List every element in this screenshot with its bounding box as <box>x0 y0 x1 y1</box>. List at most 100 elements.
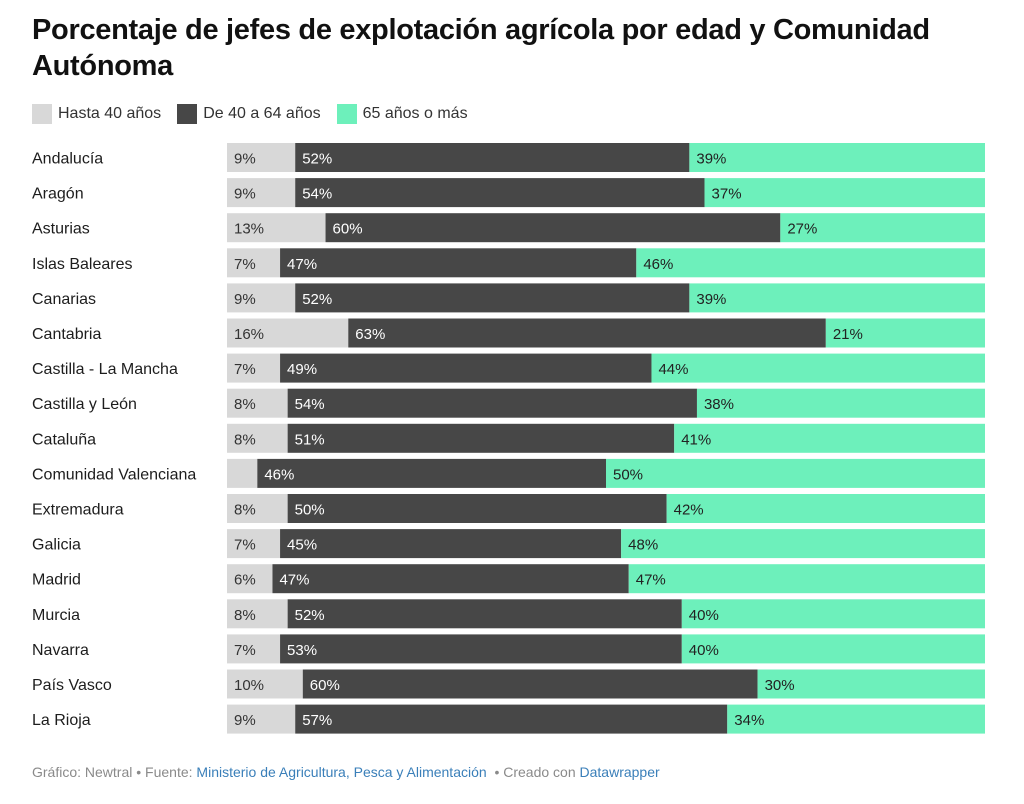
data-label-hasta-40-asturias: 13% <box>234 221 264 238</box>
data-label-hasta-40-castilla-y-leon: 8% <box>234 396 256 413</box>
data-label-hasta-40-pais-vasco: 10% <box>234 677 264 694</box>
data-label-hasta-40-andalucia: 9% <box>234 151 256 168</box>
row-label-la-rioja: La Rioja <box>32 712 91 729</box>
bar-hasta-40-asturias <box>227 213 326 243</box>
bar-hasta-40-extremadura <box>227 494 288 523</box>
bar-de-40-a-64-madrid <box>272 564 629 594</box>
bar-de-40-a-64-castilla-la-mancha <box>280 353 652 383</box>
bar-de-40-a-64-comunidad-valenciana <box>257 458 606 488</box>
bar-hasta-40-la-rioja <box>227 704 296 734</box>
bar-hasta-40-islas-baleares <box>227 248 281 278</box>
data-label-hasta-40-islas-baleares: 7% <box>234 256 256 273</box>
legend-item-de-40-a-64: De 40 a 64 años <box>177 104 321 124</box>
data-label-de-40-a-64-andalucia: 52% <box>302 151 332 168</box>
stacked-bar-chart: Andalucía 9% 52% 39% Aragón 9% 54% 37% Asturias 1… <box>32 143 985 734</box>
bar-65-o-mas-madrid <box>628 564 985 594</box>
row-label-castilla-y-leon: Castilla y León <box>32 396 137 413</box>
bar-hasta-40-murcia <box>227 599 288 629</box>
legend-swatch-hasta-40 <box>32 104 52 124</box>
bar-hasta-40-aragon <box>227 178 296 208</box>
bar-de-40-a-64-andalucia <box>295 143 690 172</box>
data-label-65-o-mas-aragon: 37% <box>712 186 742 203</box>
data-label-65-o-mas-la-rioja: 34% <box>734 712 764 729</box>
row-label-andalucia: Andalucía <box>32 151 103 168</box>
bar-65-o-mas-murcia <box>681 599 985 629</box>
data-label-de-40-a-64-islas-baleares: 47% <box>287 256 317 273</box>
data-label-hasta-40-madrid: 6% <box>234 572 256 589</box>
legend-label-de-40-a-64: De 40 a 64 años <box>203 105 321 122</box>
bar-hasta-40-canarias <box>227 283 296 313</box>
bar-65-o-mas-asturias <box>780 213 985 243</box>
data-label-65-o-mas-castilla-la-mancha: 44% <box>658 361 688 378</box>
chart-footer: Gráfico: Newtral • Fuente: Ministerio de… <box>32 764 660 780</box>
bar-65-o-mas-extremadura <box>666 494 985 523</box>
data-label-de-40-a-64-la-rioja: 57% <box>302 712 332 729</box>
chart-title: Porcentaje de jefes de explotación agríc… <box>32 14 930 82</box>
data-label-hasta-40-murcia: 8% <box>234 607 256 624</box>
data-label-de-40-a-64-navarra: 53% <box>287 642 317 659</box>
data-label-hasta-40-extremadura: 8% <box>234 502 256 519</box>
data-label-65-o-mas-asturias: 27% <box>787 221 817 238</box>
row-label-comunidad-valenciana: Comunidad Valenciana <box>32 466 196 483</box>
bar-de-40-a-64-la-rioja <box>295 704 728 734</box>
row-label-asturias: Asturias <box>32 221 90 238</box>
bar-65-o-mas-navarra <box>681 634 985 664</box>
footer-source-link[interactable]: Ministerio de Agricultura, Pesca y Alime… <box>196 764 487 780</box>
data-label-65-o-mas-cataluna: 41% <box>681 431 711 448</box>
bar-hasta-40-comunidad-valenciana <box>227 458 258 488</box>
row-label-cataluna: Cataluña <box>32 431 96 448</box>
bar-de-40-a-64-murcia <box>287 599 682 629</box>
bar-de-40-a-64-islas-baleares <box>280 248 637 278</box>
bar-de-40-a-64-aragon <box>295 178 705 208</box>
row-label-islas-baleares: Islas Baleares <box>32 256 133 273</box>
chart-legend: Hasta 40 años De 40 a 64 años 65 años o … <box>32 103 484 125</box>
legend-item-hasta-40: Hasta 40 años <box>32 104 161 124</box>
data-label-de-40-a-64-galicia: 45% <box>287 537 317 554</box>
data-label-hasta-40-cantabria: 16% <box>234 326 264 343</box>
data-label-hasta-40-cataluna: 8% <box>234 431 256 448</box>
legend-item-65-o-mas: 65 años o más <box>336 104 468 124</box>
data-label-de-40-a-64-asturias: 60% <box>333 221 363 238</box>
data-label-65-o-mas-andalucia: 39% <box>696 151 726 168</box>
data-label-65-o-mas-pais-vasco: 30% <box>765 677 795 694</box>
data-label-65-o-mas-canarias: 39% <box>696 291 726 308</box>
bar-65-o-mas-aragon <box>704 178 985 208</box>
data-label-65-o-mas-galicia: 48% <box>628 537 658 554</box>
legend-swatch-de-40-a-64 <box>177 104 198 124</box>
bar-hasta-40-cataluna <box>227 423 288 453</box>
data-label-de-40-a-64-extremadura: 50% <box>295 502 325 519</box>
bar-65-o-mas-comunidad-valenciana <box>606 458 985 488</box>
bar-hasta-40-andalucia <box>227 143 296 172</box>
bar-hasta-40-castilla-la-mancha <box>227 353 281 383</box>
bar-de-40-a-64-cantabria <box>348 318 826 348</box>
bar-de-40-a-64-pais-vasco <box>302 669 758 699</box>
data-label-65-o-mas-castilla-y-leon: 38% <box>704 396 734 413</box>
data-label-de-40-a-64-cataluna: 51% <box>295 431 325 448</box>
data-label-65-o-mas-navarra: 40% <box>689 642 719 659</box>
data-label-hasta-40-la-rioja: 9% <box>234 712 256 729</box>
bar-de-40-a-64-canarias <box>295 283 690 313</box>
footer-source-label: • Fuente: <box>136 764 193 780</box>
data-label-de-40-a-64-castilla-y-leon: 54% <box>295 396 325 413</box>
footer-credit: Gráfico: Newtral <box>32 764 133 780</box>
data-label-hasta-40-aragon: 9% <box>234 186 256 203</box>
bar-65-o-mas-cantabria <box>825 318 985 348</box>
bar-hasta-40-cantabria <box>227 318 349 348</box>
bar-hasta-40-galicia <box>227 529 281 559</box>
bar-65-o-mas-andalucia <box>689 143 985 172</box>
bar-65-o-mas-galicia <box>621 529 985 559</box>
bar-hasta-40-castilla-y-leon <box>227 388 288 418</box>
data-label-de-40-a-64-comunidad-valenciana: 46% <box>264 466 294 483</box>
data-label-hasta-40-canarias: 9% <box>234 291 256 308</box>
footer-datawrapper-link[interactable]: Datawrapper <box>579 764 660 780</box>
bar-65-o-mas-canarias <box>689 283 985 313</box>
bar-65-o-mas-cataluna <box>674 423 985 453</box>
legend-label-65-o-mas: 65 años o más <box>362 105 468 122</box>
bar-hasta-40-pais-vasco <box>227 669 303 699</box>
row-label-cantabria: Cantabria <box>32 326 101 343</box>
bar-de-40-a-64-cataluna <box>287 423 675 453</box>
data-label-de-40-a-64-cantabria: 63% <box>355 326 385 343</box>
bar-65-o-mas-castilla-la-mancha <box>651 353 985 383</box>
data-label-de-40-a-64-aragon: 54% <box>302 186 332 203</box>
bar-de-40-a-64-extremadura <box>287 494 667 523</box>
